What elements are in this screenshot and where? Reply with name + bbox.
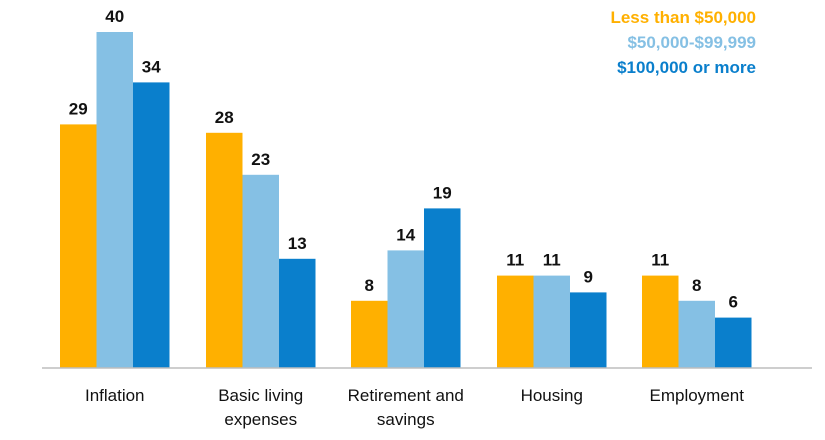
legend-item-1: Less than $50,000: [610, 8, 756, 27]
value-label-1-1: 29: [69, 99, 88, 118]
category-label-3: Retirement and savings: [348, 386, 464, 429]
value-label-3-1: 8: [365, 276, 374, 295]
bar-2-series-3: [279, 258, 316, 368]
bar-4-series-3: [570, 292, 607, 368]
value-label-2-3: 13: [288, 234, 307, 253]
bar-3-series-1: [351, 300, 388, 368]
bar-3-series-3: [424, 208, 461, 368]
value-label-2-2: 23: [251, 150, 270, 169]
bar-5-series-3: [715, 317, 752, 368]
value-label-5-2: 8: [692, 276, 701, 295]
bar-4-series-1: [497, 275, 534, 368]
category-label-5: Employment: [650, 386, 745, 405]
value-label-4-1: 11: [506, 251, 524, 270]
category-label-2: Basic living expenses: [218, 386, 303, 429]
value-labels-layer: 29 40 34 28 23 13 8 14 19 11 11 9 11 8 6: [69, 7, 738, 312]
bar-2-series-2: [242, 174, 279, 368]
category-label-1: Inflation: [85, 386, 145, 405]
bars-layer: [60, 32, 752, 369]
value-label-5-3: 6: [729, 293, 738, 312]
value-label-1-2: 40: [105, 7, 124, 26]
bar-5-series-2: [678, 300, 715, 368]
value-label-1-3: 34: [142, 57, 161, 76]
bar-1-series-3: [133, 82, 170, 369]
bar-1-series-2: [96, 32, 133, 368]
bar-4-series-2: [533, 275, 570, 368]
category-label-4: Housing: [521, 386, 583, 405]
value-label-5-1: 11: [651, 251, 669, 270]
legend: Less than $50,000 $50,000-$99,999 $100,000…: [610, 8, 756, 77]
value-label-3-3: 19: [433, 183, 452, 202]
bar-5-series-1: [642, 275, 679, 368]
bar-2-series-1: [206, 132, 243, 368]
value-label-2-1: 28: [215, 108, 234, 127]
bar-1-series-1: [60, 124, 97, 369]
legend-item-2: $50,000-$99,999: [627, 33, 756, 52]
value-label-4-2: 11: [543, 251, 561, 270]
category-labels-layer: Inflation Basic living expenses Retirement …: [85, 386, 744, 429]
value-label-3-2: 14: [396, 225, 415, 244]
value-label-4-3: 9: [584, 267, 593, 286]
legend-item-3: $100,000 or more: [617, 58, 756, 77]
bar-3-series-2: [387, 250, 424, 368]
